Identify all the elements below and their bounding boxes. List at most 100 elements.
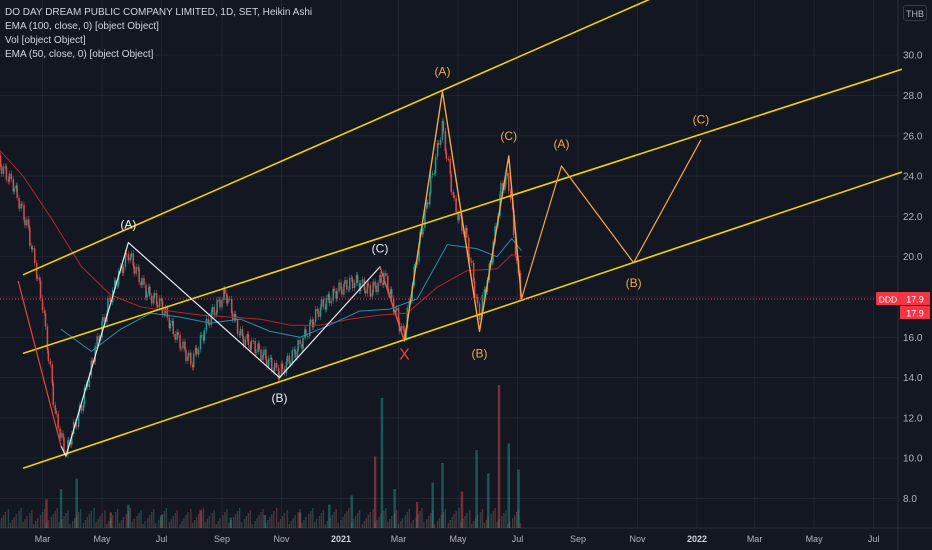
volume-bar [136,516,138,528]
candle-body [371,292,374,297]
indicator-ema50[interactable]: EMA (50, close, 0) [object Object] [5,49,154,60]
x-tick-label: Nov [630,534,647,544]
volume-bar [340,520,342,528]
volume-bar [29,513,31,528]
candle-body [5,166,8,180]
volume-bar [52,514,54,528]
candle-body [255,352,257,354]
volume-bar [383,511,385,528]
volume-bar [63,516,65,528]
volume-bar [195,517,198,528]
symbol-title[interactable]: DO DAY DREAM PUBLIC COMPANY LIMITED, 1D,… [5,7,313,18]
candle-body [125,253,128,255]
candle-body [236,319,239,335]
volume-bar [161,514,164,528]
volume-bar [369,512,371,528]
indicator-volume[interactable]: Vol [object Object] [5,35,86,46]
candle-body [437,143,440,145]
ema50-line [60,238,522,352]
volume-bar [144,521,146,528]
candle-body [80,405,83,411]
volume-bar [481,509,484,528]
candle-body [472,262,475,281]
volume-bar [2,515,5,528]
candle-body [229,298,231,300]
candle-body [405,328,408,339]
volume-bar [147,518,149,528]
volume-bar [151,512,153,528]
candle-body [205,318,208,331]
candle-body [110,298,112,303]
candle-body [179,335,181,349]
volume-bar [9,523,12,528]
candle-body [394,310,397,313]
candle-body [367,283,370,286]
candle-body [361,279,364,284]
candle-body [387,275,389,292]
candle-body [39,280,42,299]
time-axis[interactable]: Mar May Jul Sep Nov 2021 Mar May Jul Sep Nov 2022 Ma… [35,534,880,544]
candle-body [296,351,298,358]
volume-bar [185,515,187,528]
volume-bar [265,523,267,528]
candle-body [13,188,16,192]
candle-body [322,299,325,307]
candle-body [82,404,85,411]
candle-body [418,244,420,262]
volume-bar [511,518,514,528]
volume-bar [507,524,509,528]
candle-body [348,289,350,291]
candle-body [197,349,200,355]
price-axis[interactable]: 8.010.012.014.016.018.020.022.024.026.02… [903,51,923,505]
candle-body [257,343,259,353]
volume-bar [303,520,305,528]
wave-label: (A) [120,217,136,231]
candle-body [10,173,13,180]
volume-bar [224,512,226,528]
candle-body [210,312,213,325]
indicator-ema100[interactable]: EMA (100, close, 0) [object Object] [5,21,159,32]
volume-bar [490,514,492,528]
volume-bar [59,489,63,528]
volume-bar [474,518,477,528]
candle-body [26,219,28,226]
candle-body [104,316,106,322]
candle-body [31,248,34,250]
wave-red-line [379,266,405,342]
candle-body [372,281,374,293]
volume-bar [74,518,76,528]
candle-body [70,433,73,445]
y-tick-label: 8.0 [903,494,917,505]
volume-bar [378,517,380,528]
currency-button[interactable]: THB [903,5,927,21]
volume-bar [7,509,10,528]
candle-body [12,179,15,192]
volume-bar [22,522,24,528]
candle-body [180,348,182,350]
volume-bar [133,519,135,528]
volume-bar [65,513,67,528]
candle-body [121,266,124,274]
volume-bar [116,509,119,528]
candle-body [424,209,426,228]
candle-body [18,197,20,209]
volume-bar [263,515,267,528]
candle-body [455,198,457,212]
candle-body [403,328,406,339]
y-tick-label: 12.0 [903,413,923,424]
volume-bar [430,513,432,528]
volume-bar [519,523,522,528]
candle-body [231,313,234,320]
volume-bar [125,514,128,528]
volume-bar [515,512,518,528]
candle-body [177,332,179,336]
candle-body [185,349,187,361]
volume-bar [197,514,200,528]
volume-bar [485,520,488,528]
y-tick-label: 22.0 [903,212,923,223]
volume-bar [45,523,48,528]
candle-body [75,425,78,427]
candle-body [445,151,448,159]
candle-body [335,290,337,299]
